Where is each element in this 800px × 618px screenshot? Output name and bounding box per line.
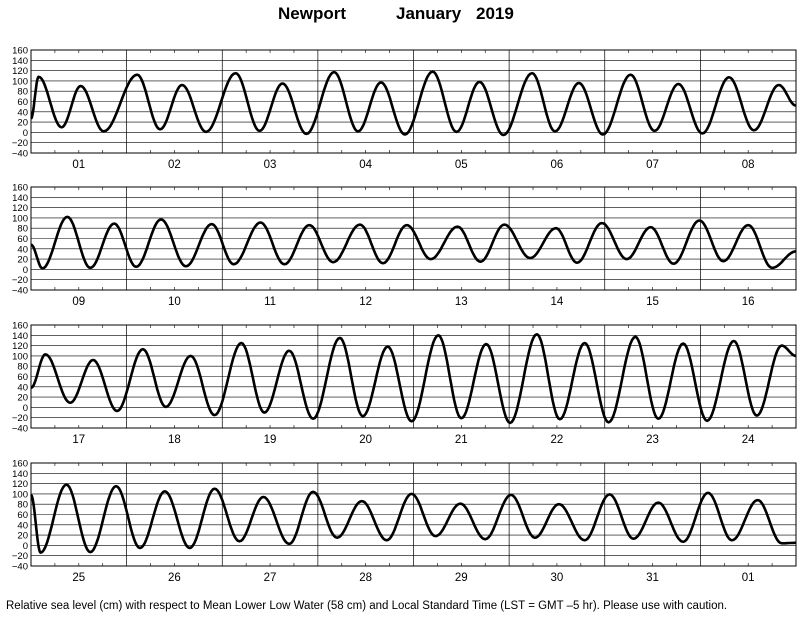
year-label: 2019	[476, 4, 514, 23]
y-tick-label: 100	[12, 351, 28, 362]
y-tick-label: 20	[17, 255, 28, 266]
y-tick-label: 160	[12, 459, 28, 470]
y-tick-label: −40	[12, 149, 28, 160]
tide-curve	[30, 70, 797, 137]
y-tick-label: −40	[12, 562, 28, 573]
day-label: 17	[72, 434, 85, 446]
tide-curve	[30, 332, 797, 425]
y-tick-label: 100	[12, 489, 28, 500]
y-tick-label: 80	[17, 87, 28, 98]
day-label: 01	[742, 572, 755, 584]
day-label: 04	[359, 159, 372, 171]
day-label: 05	[455, 159, 468, 171]
y-tick-label: 160	[12, 321, 28, 332]
day-label: 24	[742, 434, 755, 446]
y-tick-label: −40	[12, 286, 28, 297]
y-tick-label: 100	[12, 76, 28, 87]
day-label: 13	[455, 296, 468, 308]
caption: Relative sea level (cm) with respect to …	[6, 600, 728, 612]
day-label: 09	[72, 296, 85, 308]
y-tick-label: 80	[17, 500, 28, 511]
y-tick-label: 140	[12, 193, 28, 204]
y-tick-label: 120	[12, 341, 28, 352]
day-label: 08	[742, 159, 755, 171]
day-label: 07	[646, 159, 659, 171]
y-tick-label: 40	[17, 244, 28, 255]
day-label: 19	[264, 434, 277, 446]
day-label: 02	[168, 159, 181, 171]
y-tick-label: 140	[12, 331, 28, 342]
day-label: 03	[264, 159, 277, 171]
panel-frame	[30, 324, 797, 429]
y-tick-label: −20	[12, 138, 28, 149]
y-tick-label: 140	[12, 56, 28, 67]
y-tick-label: 120	[12, 66, 28, 77]
y-tick-label: 60	[17, 372, 28, 383]
tide-curve	[30, 215, 797, 270]
day-label: 16	[742, 296, 755, 308]
day-label: 15	[646, 296, 659, 308]
y-tick-label: 80	[17, 224, 28, 235]
panel-frame	[30, 462, 797, 567]
day-label: 26	[168, 572, 181, 584]
y-tick-label: 60	[17, 234, 28, 245]
day-label: 23	[646, 434, 659, 446]
y-tick-label: 100	[12, 213, 28, 224]
y-tick-label: 60	[17, 510, 28, 521]
y-tick-label: 40	[17, 520, 28, 531]
day-label: 21	[455, 434, 468, 446]
month-label: January	[396, 4, 462, 23]
day-label: 10	[168, 296, 181, 308]
day-label: 11	[264, 296, 276, 308]
y-tick-label: 20	[17, 393, 28, 404]
y-tick-label: 120	[12, 203, 28, 214]
y-tick-label: −20	[12, 275, 28, 286]
day-label: 18	[168, 434, 181, 446]
y-tick-label: 120	[12, 479, 28, 490]
tide-curve	[30, 483, 797, 554]
y-tick-label: 80	[17, 362, 28, 373]
station-name: Newport	[278, 4, 346, 23]
y-tick-label: −40	[12, 424, 28, 435]
y-tick-label: 0	[23, 128, 28, 139]
y-tick-label: 40	[17, 107, 28, 118]
y-tick-label: 0	[23, 541, 28, 552]
y-tick-label: 160	[12, 183, 28, 194]
y-tick-label: 60	[17, 97, 28, 108]
panel-frame	[30, 186, 797, 291]
y-tick-label: 20	[17, 118, 28, 129]
day-label: 14	[551, 296, 564, 308]
day-label: 25	[72, 572, 85, 584]
y-tick-label: 160	[12, 46, 28, 57]
day-label: 31	[646, 572, 659, 584]
y-tick-label: 140	[12, 469, 28, 480]
day-label: 29	[455, 572, 468, 584]
day-label: 28	[359, 572, 372, 584]
day-label: 12	[359, 296, 372, 308]
day-label: 01	[72, 159, 85, 171]
day-label: 20	[359, 434, 372, 446]
day-label: 30	[551, 572, 564, 584]
y-tick-label: 40	[17, 382, 28, 393]
y-tick-label: 20	[17, 531, 28, 542]
y-tick-label: 0	[23, 265, 28, 276]
y-tick-label: 0	[23, 403, 28, 414]
day-label: 22	[551, 434, 564, 446]
day-label: 06	[551, 159, 564, 171]
day-label: 27	[264, 572, 277, 584]
panel-frame	[30, 49, 797, 154]
y-tick-label: −20	[12, 413, 28, 424]
y-tick-label: −20	[12, 551, 28, 562]
chart-title: Newport January 2019	[0, 4, 800, 28]
